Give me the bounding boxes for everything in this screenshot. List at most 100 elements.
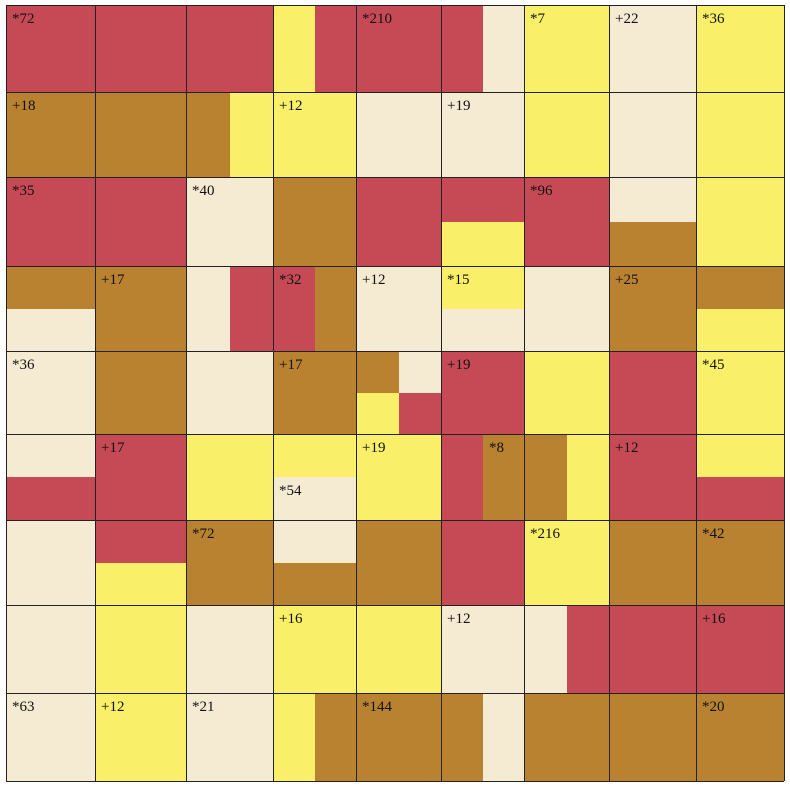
cell-r8-c0[interactable]	[6, 693, 95, 781]
cell-r5-c7[interactable]	[609, 434, 696, 520]
cell-r3-c2-left[interactable]	[186, 266, 230, 351]
cell-r5-c3-bottom[interactable]	[273, 477, 356, 520]
cell-r7-c2[interactable]	[186, 605, 273, 693]
cell-r1-c2-left[interactable]	[186, 92, 230, 177]
cell-r4-c2[interactable]	[186, 351, 273, 434]
cell-r0-c5-right[interactable]	[483, 5, 524, 92]
cell-r1-c5[interactable]	[441, 92, 524, 177]
cell-r5-c3-top[interactable]	[273, 434, 356, 477]
cell-r6-c8[interactable]	[696, 520, 784, 605]
cell-r3-c0-bottom[interactable]	[6, 309, 95, 351]
cell-r2-c5-top[interactable]	[441, 177, 524, 222]
cell-r7-c0[interactable]	[6, 605, 95, 693]
cell-r0-c3-left[interactable]	[273, 5, 315, 92]
cell-r2-c5-bottom[interactable]	[441, 222, 524, 266]
cell-r6-c6[interactable]	[524, 520, 609, 605]
cell-r3-c1[interactable]	[95, 266, 186, 351]
cell-r8-c2[interactable]	[186, 693, 273, 781]
cell-r6-c1-bottom[interactable]	[95, 563, 186, 605]
cell-r6-c7[interactable]	[609, 520, 696, 605]
cell-r8-c5-left[interactable]	[441, 693, 483, 781]
cell-r7-c1[interactable]	[95, 605, 186, 693]
cell-r5-c1[interactable]	[95, 434, 186, 520]
cell-r6-c0[interactable]	[6, 520, 95, 605]
cell-r7-c8[interactable]	[696, 605, 784, 693]
cell-r4-c6[interactable]	[524, 351, 609, 434]
cell-r1-c6[interactable]	[524, 92, 609, 177]
cell-r7-c4[interactable]	[356, 605, 441, 693]
cell-r3-c5-bottom[interactable]	[441, 309, 524, 351]
cell-r4-c7[interactable]	[609, 351, 696, 434]
cell-r5-c5-left[interactable]	[441, 434, 483, 520]
cell-r4-c4-tr[interactable]	[399, 351, 441, 393]
cell-r5-c6-right[interactable]	[567, 434, 609, 520]
cell-r3-c6[interactable]	[524, 266, 609, 351]
cell-r8-c3-left[interactable]	[273, 693, 315, 781]
cell-r8-c4[interactable]	[356, 693, 441, 781]
cell-r2-c0[interactable]	[6, 177, 95, 266]
cell-r0-c6[interactable]	[524, 5, 609, 92]
cell-r1-c7[interactable]	[609, 92, 696, 177]
cell-r8-c1[interactable]	[95, 693, 186, 781]
cell-r4-c8[interactable]	[696, 351, 784, 434]
cell-r5-c8-bottom[interactable]	[696, 477, 784, 520]
cell-r6-c3-top[interactable]	[273, 520, 356, 563]
cell-r3-c3-right[interactable]	[315, 266, 356, 351]
cell-r1-c3[interactable]	[273, 92, 356, 177]
cell-r8-c7[interactable]	[609, 693, 696, 781]
cell-r0-c7[interactable]	[609, 5, 696, 92]
cell-r0-c5-left[interactable]	[441, 5, 483, 92]
cell-r0-c8[interactable]	[696, 5, 784, 92]
cell-r5-c0-top[interactable]	[6, 434, 95, 477]
cell-r3-c8-top[interactable]	[696, 266, 784, 309]
cell-r8-c5-right[interactable]	[483, 693, 524, 781]
cell-r0-c3-right[interactable]	[315, 5, 356, 92]
cell-r3-c5-top[interactable]	[441, 266, 524, 309]
cell-r5-c8-top[interactable]	[696, 434, 784, 477]
cell-r2-c1[interactable]	[95, 177, 186, 266]
cell-r6-c3-bottom[interactable]	[273, 563, 356, 605]
cell-r1-c4[interactable]	[356, 92, 441, 177]
cell-r2-c7-top[interactable]	[609, 177, 696, 222]
cell-r8-c6[interactable]	[524, 693, 609, 781]
cell-r1-c0[interactable]	[6, 92, 95, 177]
cell-r3-c0-top[interactable]	[6, 266, 95, 309]
cell-r8-c3-right[interactable]	[315, 693, 356, 781]
cell-r4-c0[interactable]	[6, 351, 95, 434]
cell-r0-c1[interactable]	[95, 5, 186, 92]
cell-r7-c3[interactable]	[273, 605, 356, 693]
cell-r2-c4[interactable]	[356, 177, 441, 266]
cell-r2-c2[interactable]	[186, 177, 273, 266]
cell-r3-c8-bottom[interactable]	[696, 309, 784, 351]
cell-r0-c2[interactable]	[186, 5, 273, 92]
cell-r1-c8[interactable]	[696, 92, 784, 177]
cell-r3-c3-left[interactable]	[273, 266, 315, 351]
cell-r4-c3[interactable]	[273, 351, 356, 434]
cell-r4-c4-bl[interactable]	[356, 393, 399, 434]
cell-r1-c2-right[interactable]	[230, 92, 273, 177]
cell-r6-c1-top[interactable]	[95, 520, 186, 563]
cell-r2-c7-bottom[interactable]	[609, 222, 696, 266]
cell-r3-c7[interactable]	[609, 266, 696, 351]
cell-r5-c0-bottom[interactable]	[6, 477, 95, 520]
cell-r7-c6-left[interactable]	[524, 605, 567, 693]
cell-r1-c1[interactable]	[95, 92, 186, 177]
cell-r2-c6[interactable]	[524, 177, 609, 266]
cell-r0-c0[interactable]	[6, 5, 95, 92]
cell-r5-c5-right[interactable]	[483, 434, 524, 520]
cell-r7-c6-right[interactable]	[567, 605, 609, 693]
cell-r2-c3[interactable]	[273, 177, 356, 266]
cell-r7-c7[interactable]	[609, 605, 696, 693]
cell-r4-c4-br[interactable]	[399, 393, 441, 434]
cell-r5-c4[interactable]	[356, 434, 441, 520]
cell-r3-c2-right[interactable]	[230, 266, 273, 351]
cell-r0-c4[interactable]	[356, 5, 441, 92]
cell-r5-c2[interactable]	[186, 434, 273, 520]
cell-r5-c6-left[interactable]	[524, 434, 567, 520]
cell-r4-c1[interactable]	[95, 351, 186, 434]
cell-r4-c4-tl[interactable]	[356, 351, 399, 393]
cell-r6-c2[interactable]	[186, 520, 273, 605]
cell-r3-c4[interactable]	[356, 266, 441, 351]
cell-r2-c8[interactable]	[696, 177, 784, 266]
cell-r8-c8[interactable]	[696, 693, 784, 781]
